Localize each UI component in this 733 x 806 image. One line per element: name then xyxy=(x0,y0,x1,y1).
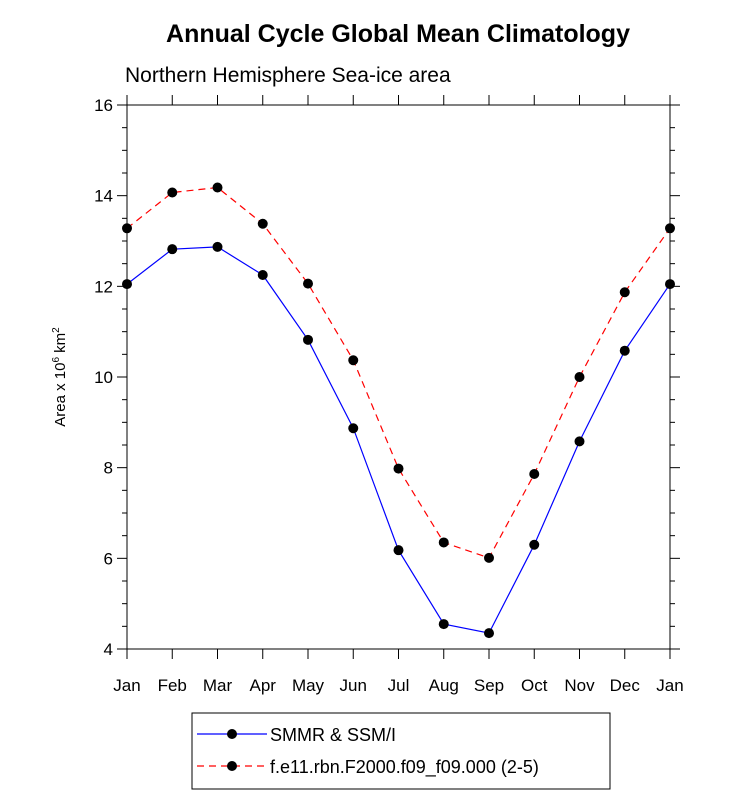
data-point-s0 xyxy=(212,241,223,252)
data-point-s0 xyxy=(574,436,585,447)
series-line-0 xyxy=(126,246,671,634)
data-point-s0 xyxy=(665,279,675,290)
legend-label-smmr: SMMR & SSM/I xyxy=(270,725,396,745)
data-point-s1 xyxy=(529,469,540,480)
data-point-s0 xyxy=(167,244,178,255)
data-point-s1 xyxy=(393,463,404,474)
data-point-s1 xyxy=(438,537,449,548)
y-tick-label: 8 xyxy=(104,459,113,478)
legend-box xyxy=(191,712,611,790)
data-point-s0 xyxy=(529,539,540,550)
x-tick-label: Sep xyxy=(474,676,504,695)
legend-label-model: f.e11.rbn.F2000.f09_f09.000 (2-5) xyxy=(270,757,539,778)
x-tick-label: Feb xyxy=(158,676,187,695)
legend-marker-smmr xyxy=(227,729,237,739)
x-tick-label: Jan xyxy=(656,676,683,695)
data-point-s0 xyxy=(393,545,404,556)
data-point-s0 xyxy=(484,628,494,639)
chart-title: Annual Cycle Global Mean Climatology xyxy=(166,20,630,48)
x-tick-label: May xyxy=(292,676,325,695)
y-tick-label: 6 xyxy=(104,549,113,568)
y-tick-label: 12 xyxy=(94,277,113,296)
data-point-s0 xyxy=(438,619,449,630)
data-point-s0 xyxy=(303,334,313,345)
x-tick-label: Apr xyxy=(250,676,277,695)
data-point-s1 xyxy=(484,552,494,563)
data-point-s0 xyxy=(619,345,630,356)
x-tick-label: Nov xyxy=(564,676,595,695)
x-tick-label: Oct xyxy=(521,676,548,695)
data-point-s0 xyxy=(348,423,359,434)
chart-subtitle: Northern Hemisphere Sea-ice area xyxy=(125,64,451,87)
legend-marker-model xyxy=(227,761,237,771)
y-tick-label: 4 xyxy=(104,640,113,659)
y-tick-label: 16 xyxy=(94,96,113,115)
data-point-s1 xyxy=(167,187,178,198)
data-point-s1 xyxy=(257,218,268,229)
data-point-s1 xyxy=(574,372,585,382)
data-point-s1 xyxy=(122,223,132,234)
data-point-s1 xyxy=(348,355,359,366)
legend: SMMR & SSM/I f.e11.rbn.F2000.f09_f09.000… xyxy=(191,712,611,790)
x-tick-label: Mar xyxy=(203,676,233,695)
data-point-s1 xyxy=(212,182,223,193)
plot-frame xyxy=(126,104,671,650)
y-axis-label: Area x 106 km2 xyxy=(51,327,69,427)
x-tick-label: Jun xyxy=(340,676,367,695)
plot-area: 4 6 8 10 12 14 16 Jan Feb Mar Apr May Jun Jul Aug Sep Oc… xyxy=(94,95,684,695)
data-point-s1 xyxy=(303,278,313,289)
data-point-s0 xyxy=(257,270,268,280)
data-point-s1 xyxy=(619,287,630,298)
x-tick-label: Jul xyxy=(388,676,410,695)
x-tick-label: Dec xyxy=(610,676,641,695)
x-tick-label: Aug xyxy=(429,676,459,695)
x-tick-label: Jan xyxy=(113,676,140,695)
y-tick-label: 14 xyxy=(94,187,113,206)
y-tick-label: 10 xyxy=(94,368,113,387)
series-line-1 xyxy=(126,186,671,559)
data-point-s0 xyxy=(122,279,132,290)
data-point-s1 xyxy=(665,223,675,234)
